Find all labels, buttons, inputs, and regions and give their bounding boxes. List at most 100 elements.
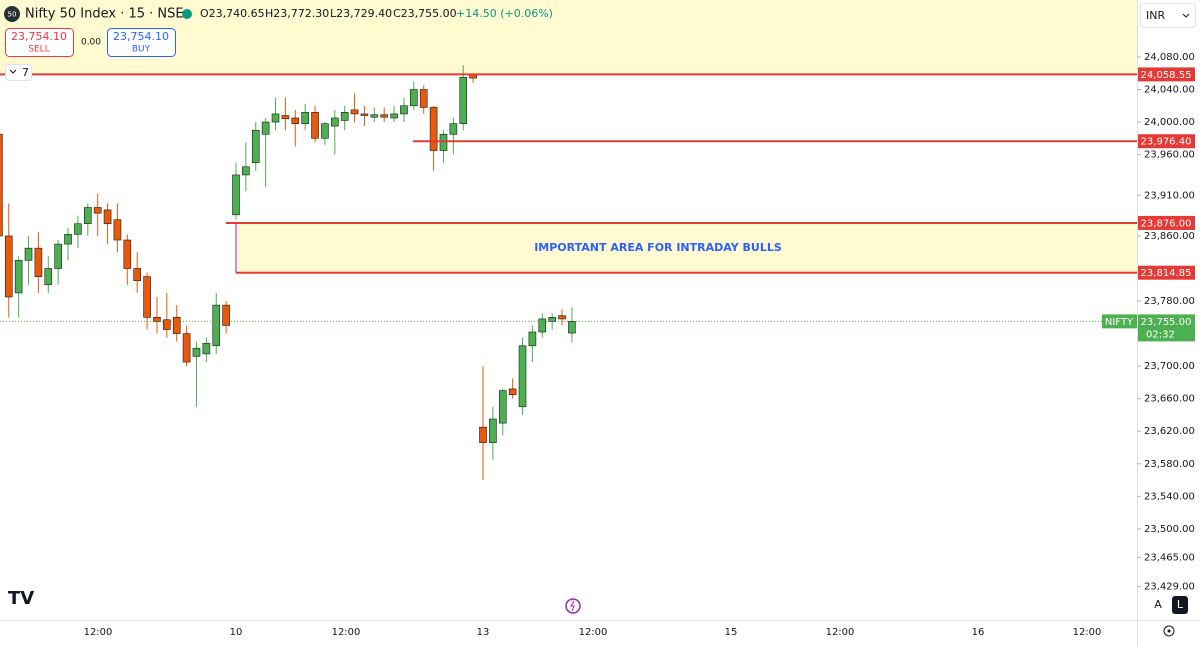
y-tick-label: 23,580.00	[1144, 459, 1195, 470]
candle-body	[419, 89, 428, 108]
candle-body	[93, 207, 102, 214]
settings-dot	[1167, 629, 1171, 633]
x-tick-label: 16	[972, 627, 985, 638]
candle-body	[498, 390, 507, 424]
candle-body	[143, 276, 151, 318]
buy-button[interactable]	[107, 28, 176, 57]
candle-body	[330, 117, 339, 127]
candle-body	[459, 76, 468, 124]
tv-logo[interactable]: TV	[8, 588, 34, 609]
y-tick-label: 23,620.00	[1144, 426, 1195, 437]
x-tick-label: 12:00	[826, 627, 855, 638]
candle-body	[261, 121, 270, 135]
candle-body	[0, 133, 3, 237]
candle-body	[321, 123, 329, 139]
level-label: 23,876.00	[1141, 218, 1192, 229]
y-tick-label: 23,465.00	[1144, 552, 1195, 563]
candle-body	[153, 317, 161, 322]
candle-body	[34, 247, 43, 277]
candle-body	[518, 345, 527, 408]
auto-scale[interactable]: A	[1154, 598, 1162, 611]
level-tag	[1138, 67, 1195, 82]
candle-body	[242, 166, 250, 176]
candle-body	[212, 304, 221, 347]
candle-body	[429, 107, 438, 151]
bull-zone	[236, 222, 1137, 273]
candle-body	[103, 209, 112, 225]
candle-body	[489, 418, 497, 443]
log-scale: L	[1177, 598, 1184, 611]
candle-body	[222, 304, 230, 326]
last-name-tag	[1102, 314, 1137, 329]
candle-body	[479, 426, 487, 443]
y-tick-label: 23,500.00	[1144, 524, 1195, 535]
market-status	[182, 9, 192, 19]
candle-body	[568, 321, 576, 334]
candle-body	[232, 174, 240, 216]
indicators-toggle[interactable]	[5, 64, 32, 81]
y-tick-label: 24,040.00	[1144, 85, 1195, 96]
candle-body	[281, 115, 290, 120]
buy-label: BUY	[132, 45, 151, 55]
candle-body	[508, 388, 517, 395]
x-tick-label: 12:00	[1073, 627, 1102, 638]
y-tick-label: 23,860.00	[1144, 231, 1195, 242]
symbol-icon	[4, 6, 20, 22]
candle-body	[271, 113, 280, 123]
candle-body	[380, 114, 389, 118]
level-tag	[1138, 134, 1195, 149]
y-tick-label: 23,780.00	[1144, 296, 1195, 307]
events-icon[interactable]	[565, 598, 581, 614]
candle-body	[548, 317, 556, 322]
ohlc-high: H23,772.30	[265, 7, 329, 20]
indicators-count: 7	[22, 66, 29, 79]
candle-body	[113, 219, 122, 241]
candle-body	[449, 123, 458, 135]
x-tick-label: 12:00	[579, 627, 608, 638]
candle-body	[350, 109, 359, 115]
last-price-label: 23,755.00	[1141, 317, 1192, 328]
candle-body	[202, 343, 211, 355]
y-tick-label: 24,080.00	[1144, 52, 1195, 63]
candle-body	[182, 333, 191, 363]
lightning	[570, 600, 575, 612]
level-tag	[1138, 265, 1195, 280]
x-tick-label: 10	[230, 627, 243, 638]
log-scale-button[interactable]	[1172, 596, 1188, 614]
candle-body	[311, 111, 319, 139]
candle-body	[64, 234, 72, 245]
candle-body	[44, 268, 53, 286]
settings-icon[interactable]	[1163, 625, 1175, 637]
last-name: NIFTY	[1105, 317, 1134, 328]
symbol-icon-text: 50	[8, 11, 17, 19]
spread: 0.00	[81, 38, 101, 48]
candle-body	[123, 239, 132, 269]
candle-body	[390, 113, 398, 119]
buy-price: 23,754.10	[113, 30, 169, 43]
chevron	[9, 69, 17, 74]
ohlc-open: O23,740.65	[200, 7, 265, 20]
currency-select[interactable]	[1140, 3, 1196, 28]
ohlc-change: +14.50 (+0.06%)	[456, 7, 553, 20]
zone-label: IMPORTANT AREA FOR INTRADAY BULLS	[534, 241, 782, 254]
candle-body	[84, 207, 92, 225]
sell-price: 23,754.10	[11, 30, 67, 43]
level-tag	[1138, 215, 1195, 230]
ohlc-low: L23,729.40	[330, 7, 392, 20]
sell-button[interactable]	[5, 28, 74, 57]
candle-body	[291, 117, 300, 124]
y-tick-label: 23,700.00	[1144, 361, 1195, 372]
candle-body	[54, 243, 62, 269]
candle-body	[370, 114, 379, 118]
symbol-title[interactable]: Nifty 50 Index · 15 · NSE	[25, 7, 184, 22]
ohlc-close: C23,755.00	[393, 7, 457, 20]
level-label: 23,814.85	[1141, 268, 1192, 279]
candle-body	[558, 315, 566, 320]
candle-body	[133, 268, 141, 282]
last-price-tag	[1138, 314, 1195, 342]
level-label: 23,976.40	[1141, 137, 1192, 148]
x-tick-label: 12:00	[332, 627, 361, 638]
candle-body	[340, 111, 349, 121]
y-tick-label: 23,910.00	[1144, 190, 1195, 201]
